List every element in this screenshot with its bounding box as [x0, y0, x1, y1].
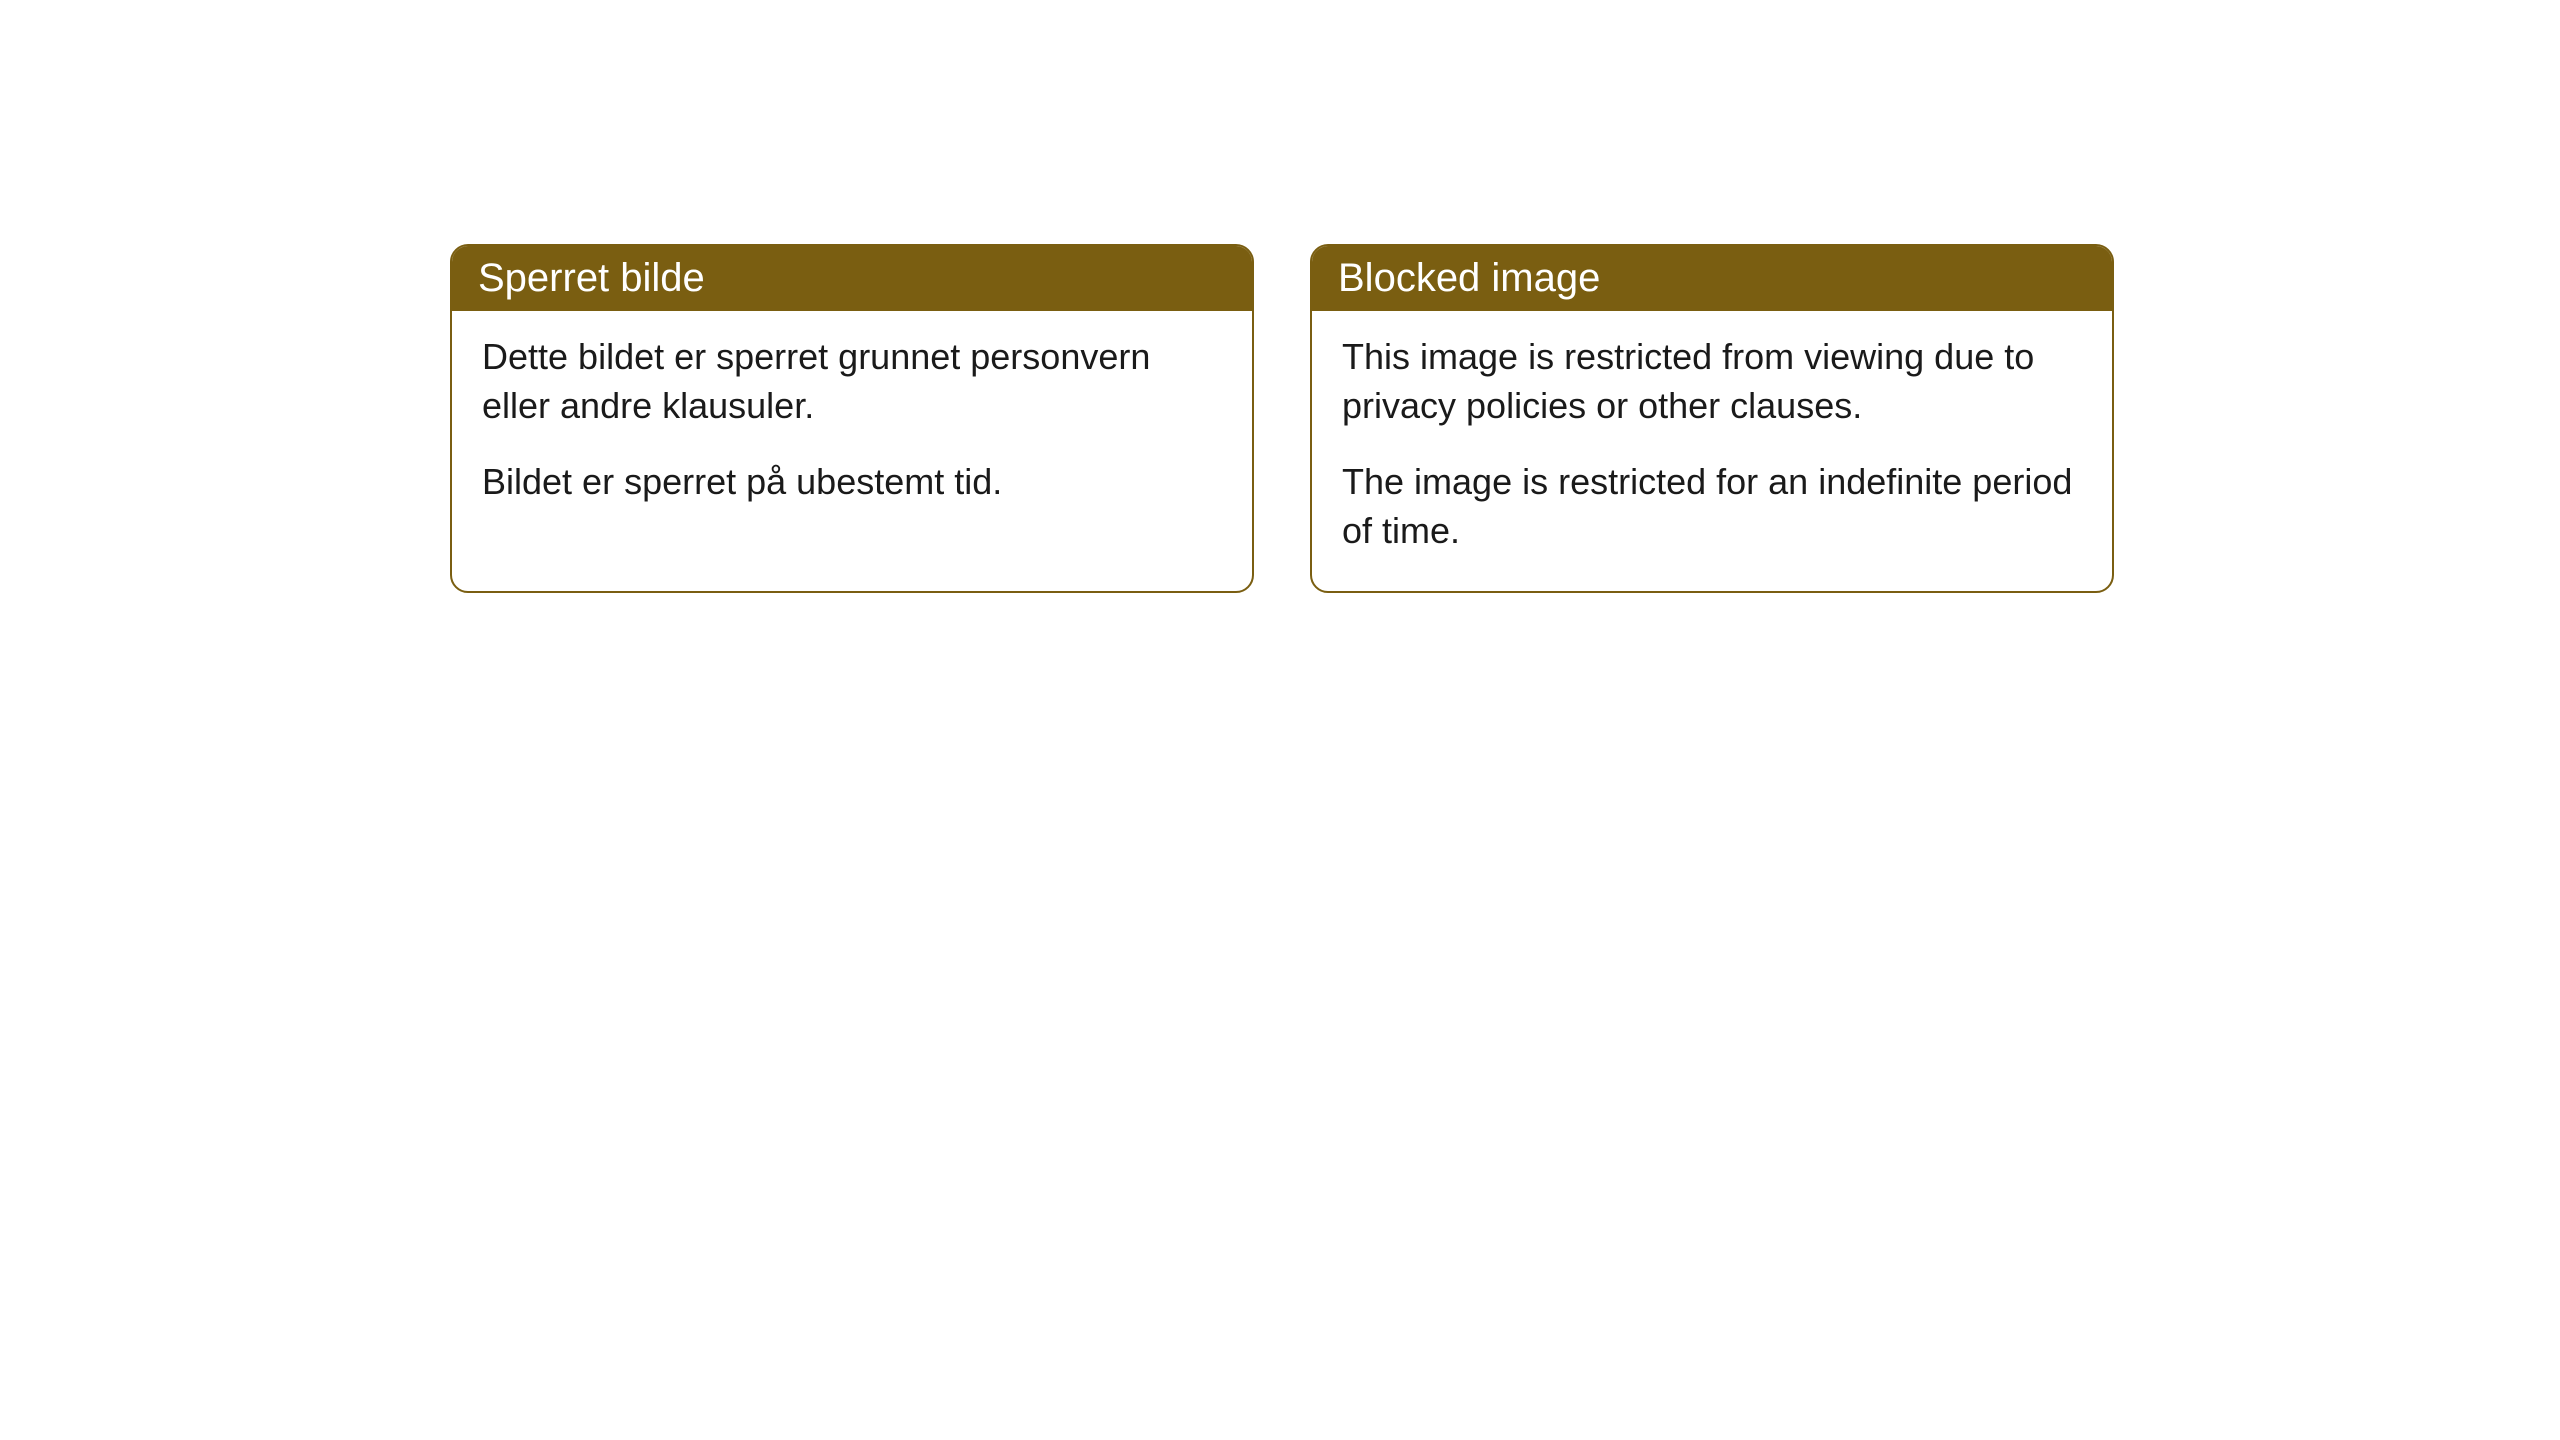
card-paragraph-1-en: This image is restricted from viewing du… [1342, 333, 2082, 430]
card-paragraph-2-no: Bildet er sperret på ubestemt tid. [482, 458, 1222, 507]
blocked-image-card-no: Sperret bilde Dette bildet er sperret gr… [450, 244, 1254, 593]
blocked-image-card-en: Blocked image This image is restricted f… [1310, 244, 2114, 593]
card-header-no: Sperret bilde [452, 246, 1252, 311]
card-body-no: Dette bildet er sperret grunnet personve… [452, 311, 1252, 543]
card-paragraph-2-en: The image is restricted for an indefinit… [1342, 458, 2082, 555]
card-paragraph-1-no: Dette bildet er sperret grunnet personve… [482, 333, 1222, 430]
cards-container: Sperret bilde Dette bildet er sperret gr… [0, 0, 2560, 593]
card-header-en: Blocked image [1312, 246, 2112, 311]
card-body-en: This image is restricted from viewing du… [1312, 311, 2112, 591]
